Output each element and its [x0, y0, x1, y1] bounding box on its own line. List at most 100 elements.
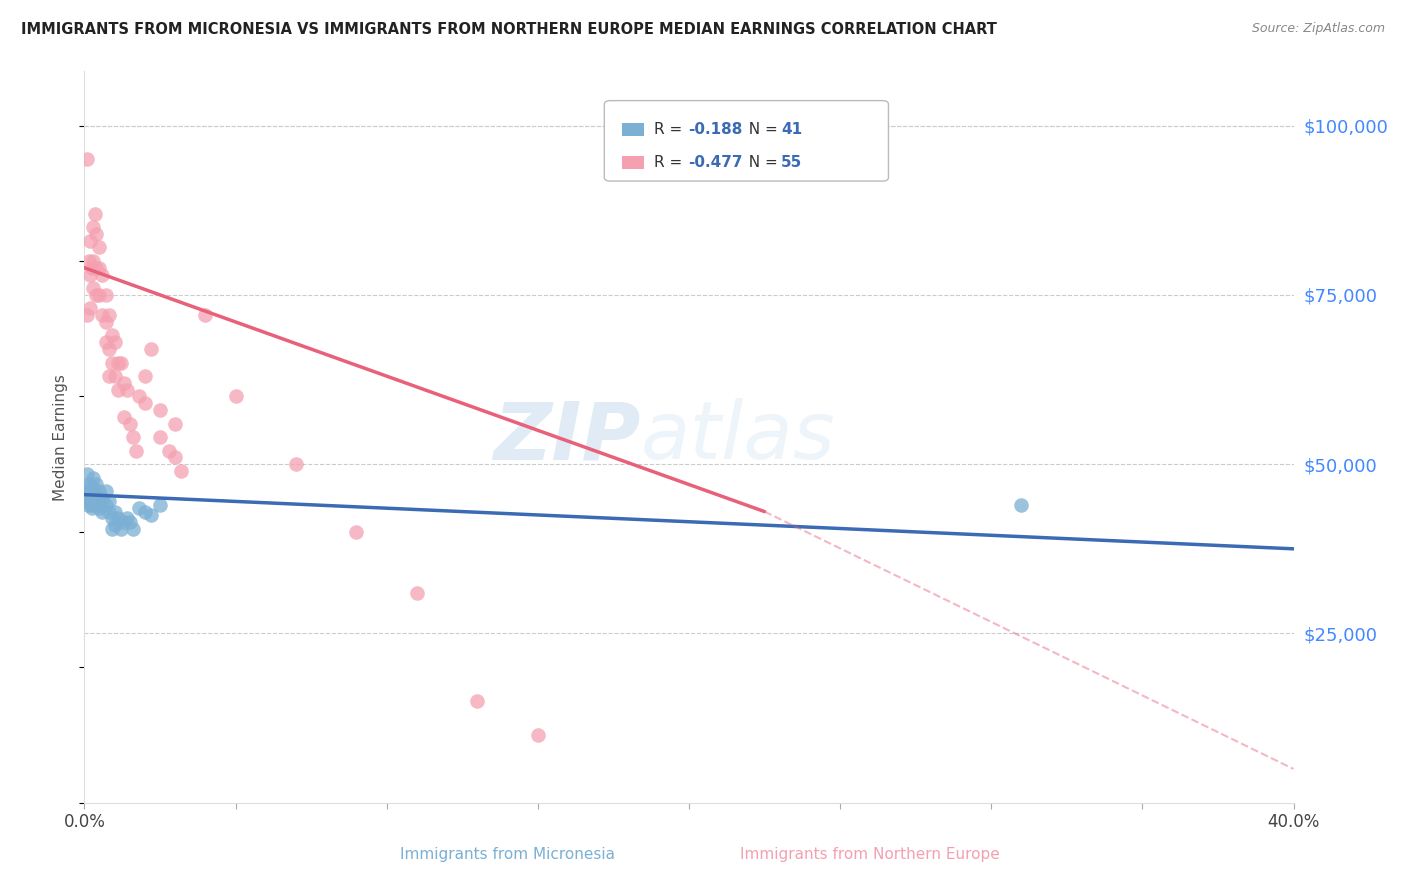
- Point: [107, 511, 129, 525]
- Point: [165, 417, 187, 431]
- Point: [82, 471, 104, 485]
- Point: [79, 268, 101, 282]
- Text: R =: R =: [654, 155, 688, 170]
- Point: [80, 488, 103, 502]
- Point: [134, 396, 156, 410]
- Point: [77, 498, 100, 512]
- Point: [86, 227, 108, 241]
- Point: [94, 335, 117, 350]
- Point: [139, 508, 162, 522]
- Point: [97, 369, 120, 384]
- Point: [1011, 498, 1033, 512]
- Point: [112, 515, 135, 529]
- Point: [97, 308, 120, 322]
- Point: [112, 376, 135, 390]
- Point: [82, 281, 104, 295]
- Point: [149, 403, 172, 417]
- Point: [100, 355, 122, 369]
- Text: 41: 41: [780, 122, 801, 137]
- Point: [86, 477, 108, 491]
- Point: [91, 308, 114, 322]
- Point: [76, 481, 98, 495]
- Point: [100, 521, 122, 535]
- Point: [104, 335, 127, 350]
- Point: [118, 515, 141, 529]
- Point: [170, 464, 193, 478]
- Point: [118, 417, 141, 431]
- Point: [80, 501, 103, 516]
- Point: [285, 457, 308, 471]
- Point: [89, 498, 111, 512]
- Point: [128, 501, 150, 516]
- Point: [86, 491, 108, 505]
- Point: [97, 342, 120, 356]
- Point: [149, 430, 172, 444]
- Point: [94, 484, 117, 499]
- Point: [79, 301, 101, 316]
- FancyBboxPatch shape: [623, 156, 644, 169]
- Point: [100, 328, 122, 343]
- Point: [91, 491, 114, 505]
- Text: -0.188: -0.188: [688, 122, 742, 137]
- Point: [121, 521, 143, 535]
- Point: [82, 220, 104, 235]
- Point: [149, 498, 172, 512]
- Point: [346, 524, 368, 539]
- Point: [100, 511, 122, 525]
- Point: [110, 521, 132, 535]
- Point: [79, 484, 101, 499]
- Text: R =: R =: [654, 122, 688, 137]
- Point: [134, 505, 156, 519]
- Point: [77, 254, 100, 268]
- Point: [91, 268, 114, 282]
- Text: N =: N =: [738, 155, 782, 170]
- Text: 55: 55: [780, 155, 801, 170]
- Text: N =: N =: [738, 122, 782, 137]
- Point: [86, 288, 108, 302]
- Point: [94, 288, 117, 302]
- Point: [89, 240, 111, 254]
- Point: [82, 481, 104, 495]
- Point: [134, 369, 156, 384]
- Point: [83, 488, 105, 502]
- Text: IMMIGRANTS FROM MICRONESIA VS IMMIGRANTS FROM NORTHERN EUROPE MEDIAN EARNINGS CO: IMMIGRANTS FROM MICRONESIA VS IMMIGRANTS…: [21, 22, 997, 37]
- Point: [76, 467, 98, 482]
- Point: [84, 206, 107, 220]
- Text: atlas: atlas: [641, 398, 835, 476]
- Point: [86, 260, 108, 275]
- Point: [157, 443, 180, 458]
- FancyBboxPatch shape: [623, 123, 644, 136]
- Point: [80, 260, 103, 275]
- Point: [406, 586, 429, 600]
- Point: [112, 409, 135, 424]
- Point: [75, 494, 97, 508]
- Point: [89, 484, 111, 499]
- Text: Source: ZipAtlas.com: Source: ZipAtlas.com: [1251, 22, 1385, 36]
- Point: [84, 494, 107, 508]
- Point: [79, 234, 101, 248]
- Point: [115, 383, 138, 397]
- Point: [91, 505, 114, 519]
- Point: [165, 450, 187, 465]
- Point: [104, 518, 127, 533]
- Text: Immigrants from Micronesia: Immigrants from Micronesia: [401, 847, 614, 862]
- Point: [80, 498, 103, 512]
- Text: Immigrants from Northern Europe: Immigrants from Northern Europe: [741, 847, 1000, 862]
- Point: [467, 694, 489, 708]
- Point: [121, 430, 143, 444]
- Point: [527, 728, 550, 742]
- Point: [89, 260, 111, 275]
- Text: -0.477: -0.477: [688, 155, 742, 170]
- Point: [87, 494, 110, 508]
- Point: [89, 288, 111, 302]
- Point: [110, 355, 132, 369]
- Point: [115, 511, 138, 525]
- Point: [79, 494, 101, 508]
- Text: ZIP: ZIP: [494, 398, 641, 476]
- Point: [104, 369, 127, 384]
- FancyBboxPatch shape: [755, 843, 780, 865]
- Point: [225, 389, 247, 403]
- Point: [77, 477, 100, 491]
- Point: [94, 315, 117, 329]
- Y-axis label: Median Earnings: Median Earnings: [53, 374, 69, 500]
